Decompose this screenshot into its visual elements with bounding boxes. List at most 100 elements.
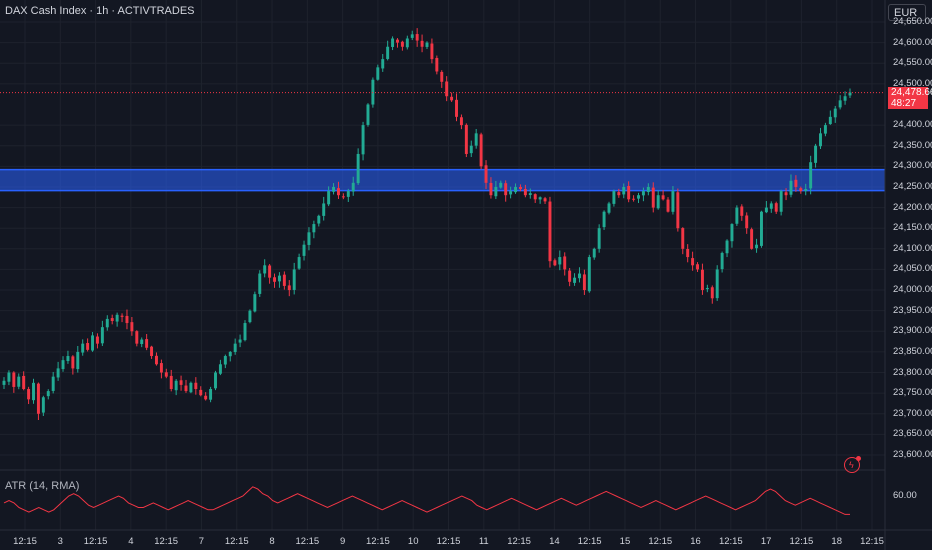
atr-axis-label: 60.00 [893,490,917,501]
candle-up [189,382,193,393]
candle-down [273,277,276,282]
time-axis-label: 12:15 [366,536,390,547]
candle-up [356,153,360,184]
notification-dot [856,456,861,461]
candle-down [666,199,670,212]
time-axis-label: 12:15 [718,536,743,547]
candle-up [366,104,370,125]
candle-up [386,46,390,59]
price-axis-label: 24,200.00 [893,201,932,213]
candle-up [804,189,808,192]
time-axis-label: 12:15 [648,536,673,547]
candle-down [135,331,139,344]
candle-down [282,274,286,286]
candle-down [464,124,468,154]
candle-up [838,100,842,108]
candle-down [799,188,803,192]
candle-up [263,265,267,274]
candle-up [312,224,316,233]
candle-down [484,165,488,183]
candle-up [499,182,503,188]
candle-down [199,389,203,396]
candle-up [848,92,852,96]
candle-up [814,145,818,163]
candle-up [351,182,355,192]
candle-up [61,360,65,370]
candle-up [597,228,601,249]
candle-down [445,81,449,97]
candle-down [784,192,788,196]
candle-up [361,125,365,155]
candle-up [823,125,827,134]
candle-down [71,356,75,369]
candle-up [302,244,306,256]
candle-up [66,356,70,362]
candle-down [548,201,552,262]
atr-indicator-title[interactable]: ATR (14, RMA) [5,480,80,492]
price-axis-label: 24,550.00 [893,57,932,69]
candle-up [705,287,709,290]
candle-up [764,207,768,213]
candle-up [322,203,326,216]
candle-up [277,275,281,282]
alert-button[interactable]: ϟ [844,456,861,473]
price-axis-label: 24,300.00 [893,160,932,172]
candle-up [218,364,222,374]
candle-up [494,186,498,197]
candle-down [341,196,345,198]
candle-up [715,269,719,299]
candle-up [233,343,237,353]
candle-up [238,339,242,343]
candle-up [646,186,650,193]
candle-down [479,134,483,167]
candle-up [759,211,763,246]
candle-up [292,269,296,290]
currency-button[interactable]: EUR [888,4,926,21]
candle-down [661,195,665,200]
time-axis-label: 11 [478,536,489,547]
time-axis-label: 12:15 [154,536,179,547]
candle-up [391,38,395,47]
time-axis-label: 15 [619,536,631,547]
symbol-title[interactable]: DAX Cash Index · 1h · ACTIVTRADES [5,5,195,17]
candle-up [17,376,21,387]
price-axis-label: 23,850.00 [893,345,932,357]
candle-up [833,108,837,118]
candle-down [774,203,778,212]
support-resistance-zone[interactable] [0,168,885,192]
candle-up [346,191,350,197]
candle-up [809,162,813,189]
price-axis-label: 24,650.00 [893,16,932,27]
price-axis-label: 24,250.00 [893,180,932,192]
candle-down [504,183,508,196]
time-axis-label: 17 [760,536,772,547]
candle-up [140,339,144,345]
candle-down [700,269,704,291]
candle-up [769,203,773,209]
price-axis-label: 23,750.00 [893,387,932,399]
time-axis-label: 4 [128,536,134,547]
candle-up [2,380,6,385]
candle-down [179,380,183,385]
candle-up [730,224,734,242]
candle-down [430,43,434,60]
candle-up [656,195,660,209]
candle-up [371,79,375,105]
candle-down [489,182,493,196]
candle-down [651,187,655,208]
time-axis-label: 12:15 [13,536,37,547]
candle-down [95,336,99,344]
time-axis-label: 8 [269,536,275,547]
candle-up [228,351,232,357]
candle-up [789,180,793,195]
time-axis-label: 10 [407,536,419,547]
candle-up [32,382,35,401]
candle-down [155,355,158,365]
candle-up [253,294,257,312]
atr-line [3,486,850,515]
candle-up [587,257,591,292]
candle-down [110,318,114,321]
candle-down [396,39,399,43]
candle-up [607,203,611,213]
